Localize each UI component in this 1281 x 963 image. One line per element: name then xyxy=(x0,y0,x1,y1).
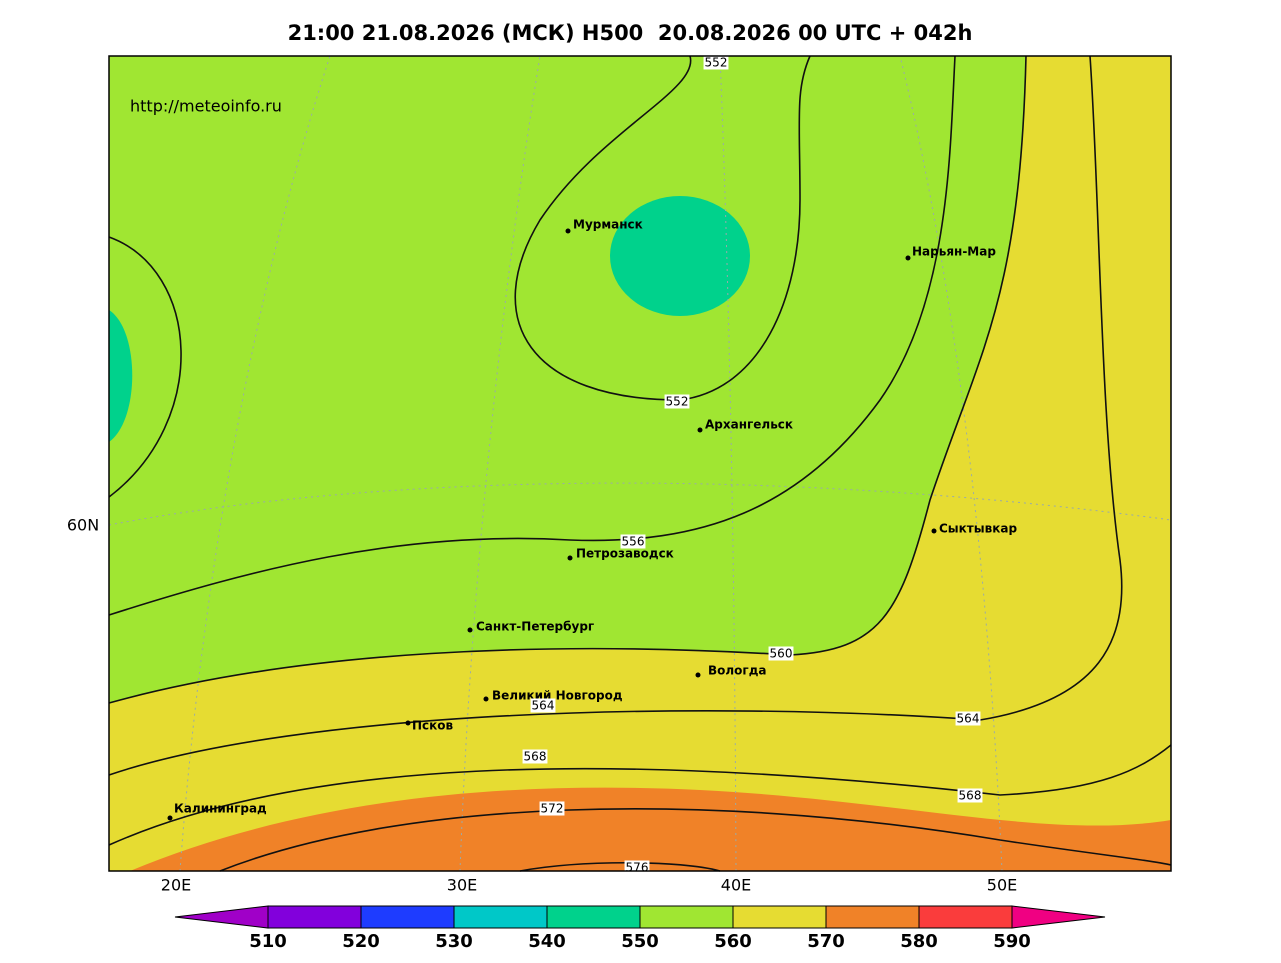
city-dot xyxy=(697,427,703,433)
colorbar-segment xyxy=(360,905,455,929)
city-label: Калининград xyxy=(174,802,267,816)
contour-label-bg xyxy=(522,749,548,764)
colorbar-tick-label: 560 xyxy=(714,931,752,952)
contour xyxy=(514,55,811,401)
city-label: Вологда xyxy=(708,664,766,678)
title: 21:00 21.08.2026 (МСК) H500 20.08.2026 0… xyxy=(288,21,973,45)
colorbar-segment xyxy=(825,905,920,929)
colorbar-end xyxy=(174,905,269,929)
lon-label: 50E xyxy=(987,876,1017,895)
contour-label-bg xyxy=(955,711,981,726)
field-540 xyxy=(109,310,133,442)
city-dot xyxy=(567,555,573,561)
contour xyxy=(108,55,1027,704)
city-dot xyxy=(483,696,489,702)
city-label: Псков xyxy=(412,719,454,733)
contour-label-bg xyxy=(530,698,556,713)
colorbar-tick-label: 550 xyxy=(621,931,659,952)
map: Мурманск Нарьян-Мар Архангельск Сыктывкар Пе… xyxy=(108,55,1172,875)
lon-label: 20E xyxy=(161,876,191,895)
city-dot xyxy=(405,720,411,726)
contour-label: 560 xyxy=(770,647,793,661)
city-dot xyxy=(467,627,473,633)
colorbar-segment xyxy=(267,905,362,929)
colorbar-tick-label: 530 xyxy=(435,931,473,952)
contour-label: 568 xyxy=(524,750,547,764)
colorbar-segment xyxy=(732,905,827,929)
city-dot xyxy=(931,528,937,534)
lat-label: 60N xyxy=(67,516,99,535)
colorbar-tick-label: 570 xyxy=(807,931,845,952)
city-label: Петрозаводск xyxy=(576,547,674,561)
field-570 xyxy=(130,787,1171,871)
contour-label: 576 xyxy=(626,861,649,875)
contour-label: 572 xyxy=(541,802,564,816)
colorbar: 510 520 530 540 550 560 570 580 590 xyxy=(174,905,1106,952)
contour-label-bg xyxy=(539,801,565,816)
field-560 xyxy=(109,56,1171,871)
city-label: Санкт-Петербург xyxy=(476,620,594,634)
city-dot xyxy=(167,815,173,821)
lon-label: 30E xyxy=(447,876,477,895)
contour-label-bg xyxy=(664,394,690,409)
colorbar-tick-label: 540 xyxy=(528,931,566,952)
contour-label-bg xyxy=(703,55,729,70)
city-label: Сыктывкар xyxy=(939,522,1017,536)
colorbar-segment xyxy=(453,905,548,929)
contour-label: 564 xyxy=(532,699,555,713)
colorbar-segment xyxy=(546,905,641,929)
graticule xyxy=(108,55,1172,872)
city-dot xyxy=(905,255,911,261)
colorbar-segment xyxy=(918,905,1013,929)
colorbar-tick-label: 520 xyxy=(342,931,380,952)
contour-label: 564 xyxy=(957,712,980,726)
contour xyxy=(108,236,182,498)
city-label: Нарьян-Мар xyxy=(912,245,996,259)
contour-label-bg xyxy=(620,534,646,549)
contour-label-bg xyxy=(957,788,983,803)
contour-label-bg xyxy=(768,646,794,661)
field-540 xyxy=(610,196,750,316)
city-label: Мурманск xyxy=(573,218,643,232)
contour-label: 552 xyxy=(666,395,689,409)
colorbar-segment xyxy=(639,905,734,929)
contour-label: 556 xyxy=(622,535,645,549)
contour xyxy=(108,744,1172,846)
city-dot xyxy=(695,672,701,678)
contour xyxy=(219,808,1172,872)
city-dot xyxy=(565,228,571,234)
lon-label: 40E xyxy=(721,876,751,895)
colorbar-tick-label: 580 xyxy=(900,931,938,952)
colorbar-end xyxy=(1011,905,1106,929)
map-frame xyxy=(108,55,1172,872)
colorbar-tick-label: 510 xyxy=(249,931,287,952)
contour-label: 552 xyxy=(705,56,728,70)
contour xyxy=(108,55,956,616)
city-label: Великий Новгород xyxy=(492,689,623,703)
city-label: Архангельск xyxy=(705,418,793,432)
contour-label: 568 xyxy=(959,789,982,803)
colorbar-tick-label: 590 xyxy=(993,931,1031,952)
source-url: http://meteoinfo.ru xyxy=(130,97,282,116)
